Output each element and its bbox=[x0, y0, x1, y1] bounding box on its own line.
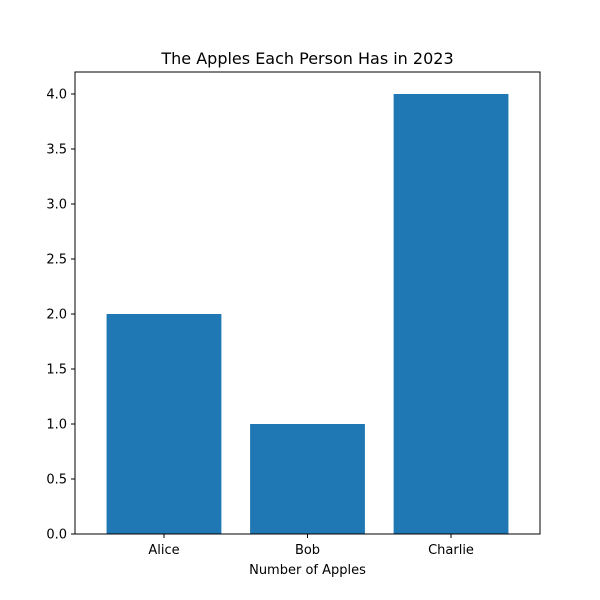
x-tick-label-alice: Alice bbox=[148, 543, 179, 558]
x-axis-label: Number of Apples bbox=[249, 563, 366, 578]
bars-group bbox=[106, 94, 509, 534]
bar-charlie bbox=[393, 94, 509, 534]
x-tick-label-bob: Bob bbox=[295, 543, 320, 558]
x-tick-label-charlie: Charlie bbox=[428, 543, 474, 558]
y-tick-label: 1.5 bbox=[46, 363, 67, 378]
y-tick-label: 0.5 bbox=[46, 473, 67, 488]
x-axis: Alice Bob Charlie bbox=[148, 534, 474, 558]
y-tick-label: 2.5 bbox=[46, 253, 67, 268]
plot-frame bbox=[74, 71, 541, 535]
y-tick-label: 1.0 bbox=[46, 418, 67, 433]
chart-title: The Apples Each Person Has in 2023 bbox=[160, 49, 453, 68]
y-tick-label: 2.0 bbox=[46, 308, 67, 323]
y-tick-label: 0.0 bbox=[46, 528, 67, 543]
y-tick-label: 3.0 bbox=[46, 198, 67, 213]
bar-alice bbox=[106, 314, 222, 534]
bar-bob bbox=[250, 424, 365, 534]
y-tick-label: 4.0 bbox=[46, 88, 67, 103]
y-axis: 0.0 0.5 1.0 1.5 2.0 2.5 3.0 3.5 4.0 bbox=[46, 88, 75, 543]
y-tick-label: 3.5 bbox=[46, 143, 67, 158]
